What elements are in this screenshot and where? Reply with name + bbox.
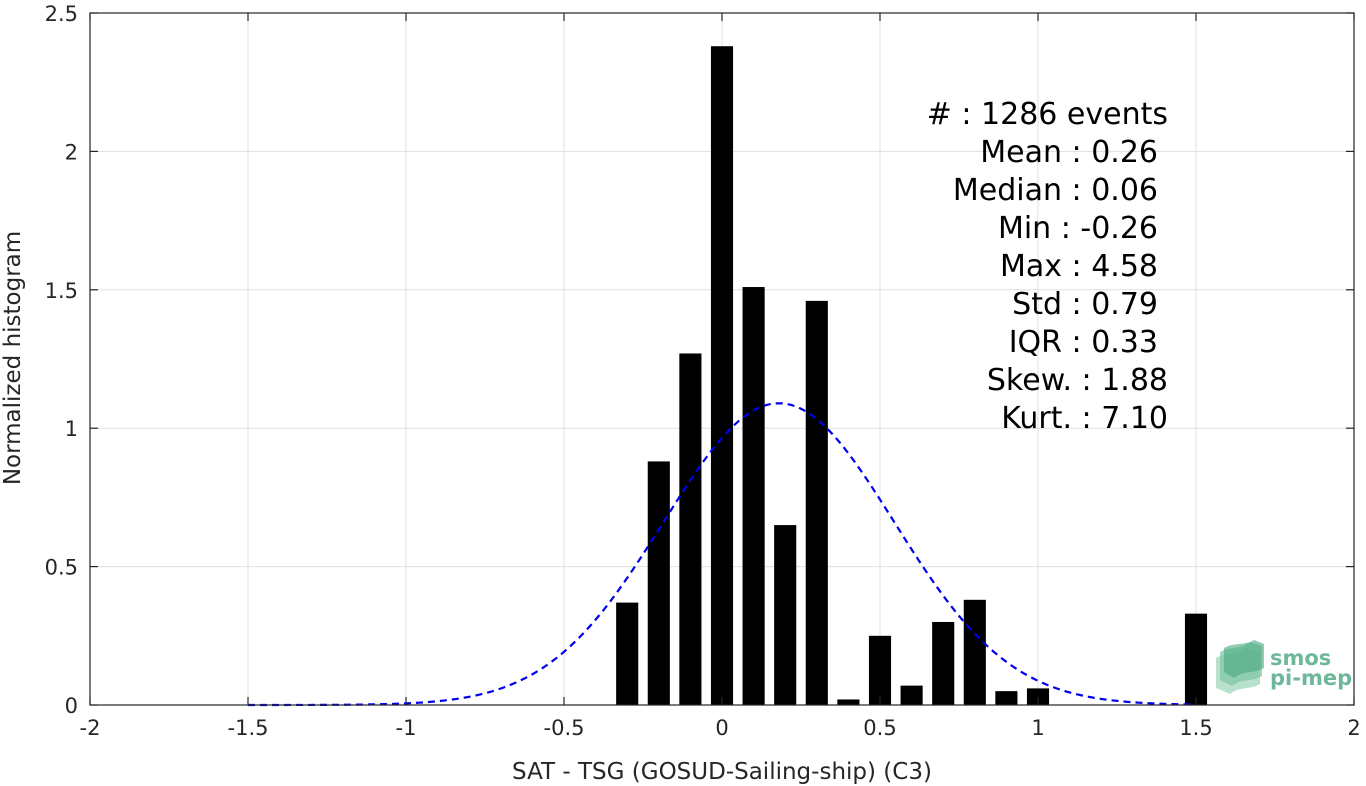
y-tick-label: 2.5 — [45, 2, 78, 26]
logo-mark-icon — [1216, 640, 1264, 694]
y-tick-label: 0.5 — [45, 556, 78, 580]
x-tick-label: 1.5 — [1179, 716, 1212, 740]
x-tick-label: 0 — [715, 716, 728, 740]
x-tick-label: -1 — [396, 716, 417, 740]
axes — [89, 12, 1355, 706]
x-tick-label: -1.5 — [228, 716, 269, 740]
stats-line: Max : 4.58 — [1000, 249, 1158, 284]
y-axis-label: Normalized histogram — [0, 231, 26, 485]
y-tick-label: 2 — [65, 140, 78, 164]
histogram-bar — [963, 599, 986, 705]
x-tick-labels: -2 -1.5 -1 -0.5 0 0.5 1 1.5 2 — [80, 716, 1361, 740]
histogram-bar — [995, 691, 1018, 705]
x-tick-label: 1 — [1031, 716, 1044, 740]
smos-pi-mep-logo: smos pi-mep — [1216, 640, 1352, 694]
x-tick-label: 2 — [1347, 716, 1360, 740]
histogram-bar — [742, 287, 765, 705]
histogram-bar — [900, 685, 923, 705]
y-tick-labels: 0 0.5 1 1.5 2 2.5 — [45, 2, 78, 718]
histogram-bars — [616, 46, 1208, 705]
histogram-bar — [710, 46, 734, 705]
stats-line: Skew. : 1.88 — [987, 363, 1168, 398]
histogram-bar — [1026, 688, 1050, 705]
stats-line: Median : 0.06 — [953, 173, 1158, 208]
histogram-bar — [616, 602, 639, 705]
logo-line1: smos — [1270, 646, 1331, 670]
histogram-bar — [868, 635, 892, 705]
x-axis-label: SAT - TSG (GOSUD-Sailing-ship) (C3) — [512, 759, 932, 785]
stats-line: Min : -0.26 — [998, 211, 1158, 246]
stats-line: Kurt. : 7.10 — [1001, 401, 1168, 436]
stats-line: # : 1286 events — [927, 97, 1168, 132]
stats-line: Std : 0.79 — [1012, 287, 1158, 322]
y-tick-label: 0 — [65, 694, 78, 718]
histogram-bar — [932, 621, 955, 705]
histogram-bar — [679, 353, 702, 705]
histogram-bar — [805, 300, 828, 705]
logo-line2: pi-mep — [1270, 666, 1352, 690]
histogram-bar — [647, 461, 670, 705]
y-tick-label: 1.5 — [45, 279, 78, 303]
y-tick-label: 1 — [65, 417, 78, 441]
stats-line: Mean : 0.26 — [980, 135, 1158, 170]
histogram-bar — [837, 699, 860, 705]
x-tick-label: -2 — [80, 716, 101, 740]
x-tick-label: -0.5 — [544, 716, 585, 740]
histogram-bar — [774, 525, 797, 705]
histogram-bar — [1184, 613, 1208, 705]
stats-line: IQR : 0.33 — [1009, 325, 1158, 360]
x-tick-label: 0.5 — [863, 716, 896, 740]
